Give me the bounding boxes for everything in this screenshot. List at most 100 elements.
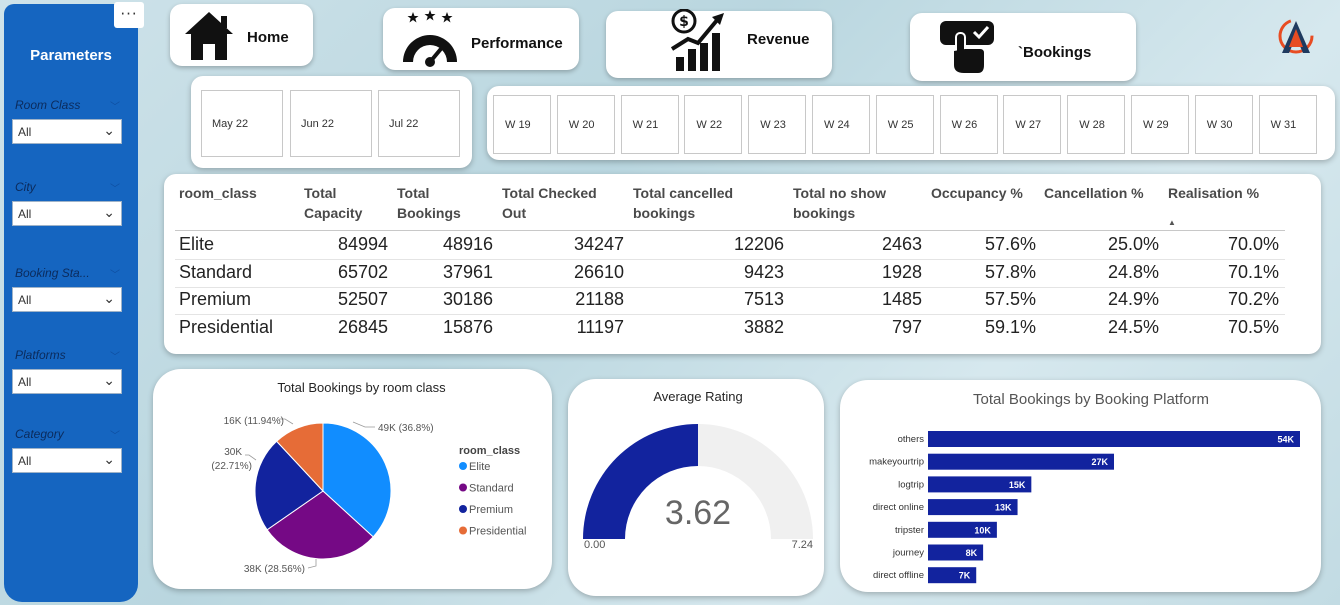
chevron-down-icon[interactable]: ﹀ xyxy=(110,102,120,113)
bookings-by-platform-card xyxy=(840,380,1321,592)
column-header-line: Cancellation % xyxy=(1044,185,1144,201)
column-header[interactable]: Cancellation % xyxy=(1044,183,1144,203)
week-tile[interactable]: W 28 xyxy=(1067,95,1126,154)
bar-others[interactable] xyxy=(928,431,1300,447)
table-row[interactable]: Standard 65702 37961 26610 9423 1928 57.8% 24.8… xyxy=(175,261,1285,288)
bar-makeyourtrip[interactable] xyxy=(928,453,1114,470)
week-tile-label: W 28 xyxy=(1079,119,1105,131)
table-cell: 1928 xyxy=(881,261,922,282)
week-tile[interactable]: W 20 xyxy=(556,95,615,154)
bar-journey[interactable] xyxy=(928,544,984,561)
table-cell: 24.8% xyxy=(1107,261,1159,282)
column-header-line: Out xyxy=(502,205,527,221)
legend-item[interactable]: Premium xyxy=(469,504,513,516)
table-cell: 37961 xyxy=(442,261,493,282)
legend-item[interactable]: Standard xyxy=(469,483,514,495)
bar-direct-online[interactable] xyxy=(928,499,1018,516)
pie-slice-presidential[interactable] xyxy=(275,422,324,493)
column-header[interactable]: Occupancy % xyxy=(931,183,1023,203)
bar-direct-offline[interactable] xyxy=(928,567,977,584)
week-tile-label: W 23 xyxy=(760,119,786,131)
legend-title: room_class xyxy=(459,445,520,457)
chevron-down-icon[interactable]: ﹀ xyxy=(110,184,120,195)
month-tile[interactable]: Jun 22 xyxy=(290,90,372,157)
week-tile[interactable]: W 24 xyxy=(812,95,870,154)
table-cell: 70.2% xyxy=(1227,289,1279,310)
table-cell: 59.1% xyxy=(984,316,1036,337)
column-header[interactable]: Total Checked Out xyxy=(502,183,597,223)
column-header-line: Total xyxy=(304,185,337,201)
bar-value-label: 27K xyxy=(1091,457,1108,467)
column-header[interactable]: Total cancelled bookings xyxy=(633,183,733,223)
week-tile[interactable]: W 22 xyxy=(684,95,743,154)
legend-marker xyxy=(459,526,467,535)
month-tile-label: May 22 xyxy=(212,118,249,130)
pie-slice-standard[interactable] xyxy=(266,490,374,560)
table-cell: Standard xyxy=(179,261,253,282)
dropdown-value: All xyxy=(18,454,32,468)
booking-status-dropdown[interactable]: All ⌄ xyxy=(12,287,122,312)
week-tile[interactable]: W 23 xyxy=(748,95,807,154)
pie-label-premium: 30K xyxy=(224,447,242,458)
week-tile-label: W 26 xyxy=(951,119,978,131)
column-header-line: bookings xyxy=(793,205,856,221)
table-cell: 57.6% xyxy=(984,234,1036,254)
column-header[interactable]: Total Capacity xyxy=(304,183,362,223)
week-tile[interactable]: W 29 xyxy=(1131,95,1189,154)
gauge-fill[interactable] xyxy=(583,424,698,539)
week-tile[interactable]: W 21 xyxy=(620,95,679,154)
week-tile[interactable]: W 19 xyxy=(493,95,551,154)
column-header-line: Bookings xyxy=(397,205,461,221)
legend-item[interactable]: Presidential xyxy=(469,526,526,538)
table-row[interactable]: Presidential 26845 15876 11197 3882 797 59.1% 2… xyxy=(175,316,1285,343)
month-tile[interactable]: May 22 xyxy=(201,90,283,157)
table-cell: 21188 xyxy=(575,289,624,310)
home-nav-button[interactable]: Home xyxy=(170,4,313,66)
room-class-dropdown[interactable]: All ⌄ xyxy=(12,119,122,144)
month-tile[interactable]: Jul 22 xyxy=(378,90,460,157)
slicer-label-booking-status: Booking Sta... xyxy=(15,266,90,280)
column-header[interactable]: Total Bookings xyxy=(397,183,461,223)
platform-bar-chart: others 54K makeyourtrip 27K logtrip 15K direct… xyxy=(869,431,1300,584)
table-row[interactable]: Premium 52507 30186 21188 7513 1485 57.5% 24.9%… xyxy=(175,288,1285,316)
speedometer-icon xyxy=(403,10,457,67)
revenue-nav-button[interactable]: $ Revenue xyxy=(606,9,832,78)
bookings-nav-button[interactable]: `Bookings xyxy=(910,13,1136,81)
column-header[interactable]: Total no show bookings xyxy=(793,183,886,223)
more-options-button[interactable]: ··· xyxy=(114,2,144,28)
sort-ascending-icon[interactable]: ▲ xyxy=(1168,218,1176,227)
city-dropdown[interactable]: All ⌄ xyxy=(12,201,122,226)
average-rating-gauge: 3.62 0.00 7.24 xyxy=(583,424,813,551)
legend-item[interactable]: Elite xyxy=(469,461,490,473)
chevron-down-icon: ⌄ xyxy=(103,451,115,467)
table-cell: 26610 xyxy=(573,261,624,282)
column-header[interactable]: Realisation % xyxy=(1168,183,1259,203)
table-cell: 52507 xyxy=(337,289,388,310)
column-header[interactable]: room_class xyxy=(179,183,257,203)
week-tile[interactable]: W 25 xyxy=(875,95,934,154)
bar-logtrip[interactable] xyxy=(928,476,1032,493)
chevron-down-icon[interactable]: ﹀ xyxy=(110,352,120,363)
week-tile[interactable]: W 27 xyxy=(1003,95,1062,154)
table-cell: 7513 xyxy=(743,289,784,310)
table-row[interactable]: Elite 84994 48916 34247 12206 2463 57.6% 25.0% 7… xyxy=(175,233,1285,260)
table-cell: Elite xyxy=(179,234,215,254)
pie-slice-premium[interactable] xyxy=(254,440,324,531)
platforms-dropdown[interactable]: All ⌄ xyxy=(12,369,122,394)
room-class-table xyxy=(164,174,1321,354)
category-dropdown[interactable]: All ⌄ xyxy=(12,448,122,473)
bar-category-label: direct online xyxy=(873,502,924,513)
chevron-down-icon[interactable]: ﹀ xyxy=(110,270,120,281)
bar-tripster[interactable] xyxy=(928,521,997,538)
week-tile[interactable]: W 31 xyxy=(1258,95,1317,154)
week-tile-label: W 29 xyxy=(1143,119,1169,131)
chevron-down-icon[interactable]: ﹀ xyxy=(110,431,120,442)
pie-label-standard: 38K (28.56%) xyxy=(244,564,305,575)
room-class-pie-chart: 49K (36.8%) 38K (28.56%) 30K (22.71%) 16K (1… xyxy=(211,416,526,575)
week-tile[interactable]: W 30 xyxy=(1194,95,1253,154)
pie-slice-elite[interactable] xyxy=(322,422,392,538)
pie-label-premium-pct: (22.71%) xyxy=(211,461,252,472)
week-tile[interactable]: W 26 xyxy=(939,95,998,154)
performance-nav-button[interactable]: Performance xyxy=(383,8,579,70)
bar-chart-title: Total Bookings by Booking Platform xyxy=(973,391,1209,408)
